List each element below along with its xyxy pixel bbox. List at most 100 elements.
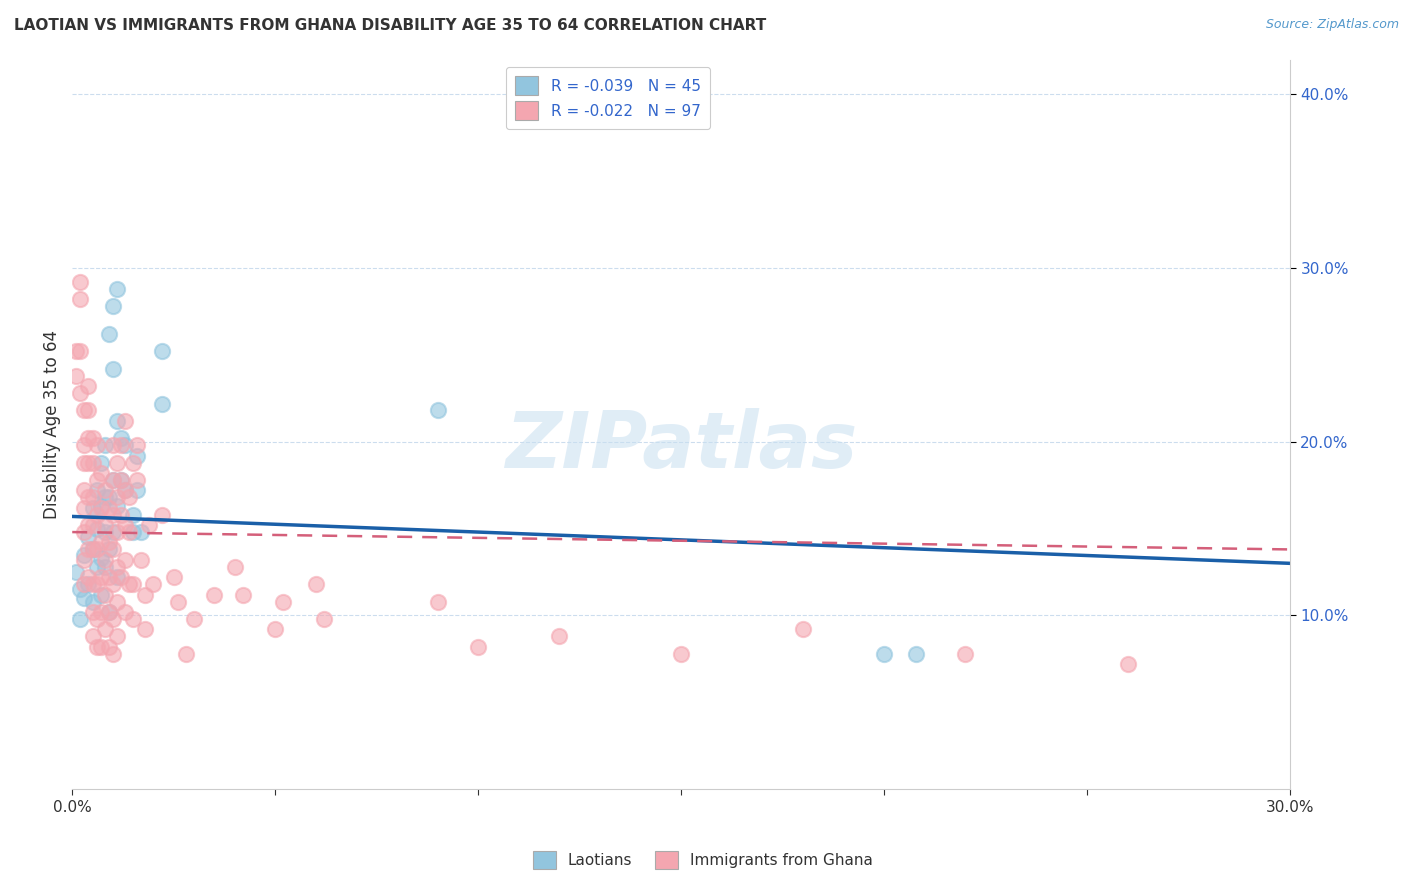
Point — [90, 588, 112, 602]
Point — [122, 577, 145, 591]
Point — [271, 594, 294, 608]
Point — [114, 518, 136, 533]
Point — [97, 605, 120, 619]
Point — [93, 524, 115, 539]
Point — [69, 275, 91, 289]
Point — [426, 403, 449, 417]
Point — [97, 500, 120, 515]
Point — [134, 588, 156, 602]
Point — [82, 518, 104, 533]
Point — [82, 542, 104, 557]
Point — [82, 577, 104, 591]
Point — [114, 483, 136, 498]
Point — [129, 553, 152, 567]
Point — [65, 368, 87, 383]
Point — [142, 577, 165, 591]
Point — [110, 570, 132, 584]
Point — [122, 524, 145, 539]
Point — [101, 542, 124, 557]
Point — [82, 605, 104, 619]
Point — [101, 577, 124, 591]
Point — [426, 594, 449, 608]
Point — [82, 594, 104, 608]
Point — [118, 491, 141, 505]
Point — [86, 522, 108, 536]
Point — [86, 473, 108, 487]
Point — [114, 605, 136, 619]
Point — [82, 431, 104, 445]
Point — [69, 612, 91, 626]
Point — [90, 605, 112, 619]
Point — [93, 553, 115, 567]
Point — [77, 491, 100, 505]
Point — [97, 570, 120, 584]
Point — [122, 508, 145, 522]
Point — [873, 647, 896, 661]
Point — [183, 612, 205, 626]
Point — [166, 594, 188, 608]
Point — [110, 438, 132, 452]
Point — [792, 623, 814, 637]
Point — [77, 403, 100, 417]
Point — [93, 491, 115, 505]
Point — [73, 500, 96, 515]
Point — [93, 438, 115, 452]
Point — [105, 524, 128, 539]
Point — [73, 524, 96, 539]
Point — [90, 551, 112, 566]
Point — [77, 379, 100, 393]
Point — [86, 438, 108, 452]
Point — [101, 508, 124, 522]
Point — [1116, 657, 1139, 671]
Point — [110, 508, 132, 522]
Point — [90, 499, 112, 513]
Point — [86, 508, 108, 522]
Point — [905, 647, 928, 661]
Point — [548, 629, 571, 643]
Point — [122, 456, 145, 470]
Point — [134, 623, 156, 637]
Point — [86, 612, 108, 626]
Point — [77, 542, 100, 557]
Point — [90, 640, 112, 654]
Point — [90, 570, 112, 584]
Point — [69, 293, 91, 307]
Point — [138, 518, 160, 533]
Point — [118, 577, 141, 591]
Point — [101, 438, 124, 452]
Point — [110, 431, 132, 445]
Point — [105, 414, 128, 428]
Point — [73, 548, 96, 562]
Point — [93, 518, 115, 533]
Point — [65, 344, 87, 359]
Point — [224, 559, 246, 574]
Point — [150, 396, 173, 410]
Point — [93, 588, 115, 602]
Point — [101, 299, 124, 313]
Point — [114, 438, 136, 452]
Point — [77, 530, 100, 544]
Point — [97, 535, 120, 549]
Point — [101, 612, 124, 626]
Text: LAOTIAN VS IMMIGRANTS FROM GHANA DISABILITY AGE 35 TO 64 CORRELATION CHART: LAOTIAN VS IMMIGRANTS FROM GHANA DISABIL… — [14, 18, 766, 33]
Point — [77, 518, 100, 533]
Point — [114, 414, 136, 428]
Point — [101, 473, 124, 487]
Point — [312, 612, 335, 626]
Point — [82, 500, 104, 515]
Point — [101, 473, 124, 487]
Point — [73, 438, 96, 452]
Point — [669, 647, 692, 661]
Y-axis label: Disability Age 35 to 64: Disability Age 35 to 64 — [44, 330, 60, 519]
Point — [93, 559, 115, 574]
Point — [82, 491, 104, 505]
Text: Source: ZipAtlas.com: Source: ZipAtlas.com — [1265, 18, 1399, 31]
Point — [122, 612, 145, 626]
Legend: Laotians, Immigrants from Ghana: Laotians, Immigrants from Ghana — [527, 845, 879, 875]
Point — [93, 483, 115, 498]
Point — [264, 623, 287, 637]
Legend: R = -0.039   N = 45, R = -0.022   N = 97: R = -0.039 N = 45, R = -0.022 N = 97 — [506, 67, 710, 129]
Text: ZIPatlas: ZIPatlas — [505, 409, 858, 484]
Point — [97, 326, 120, 341]
Point — [73, 483, 96, 498]
